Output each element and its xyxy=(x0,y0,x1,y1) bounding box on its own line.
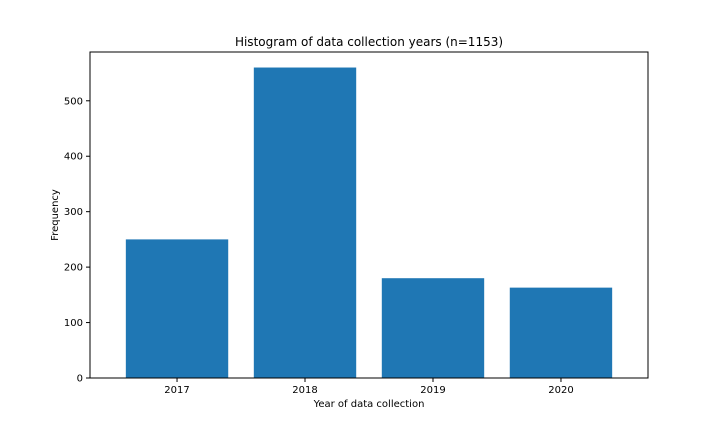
y-axis: 0 100 200 300 400 500 xyxy=(64,96,90,385)
x-tick-label: 2019 xyxy=(420,385,445,396)
y-tick-label: 200 xyxy=(64,263,83,274)
x-axis-label: Year of data collection xyxy=(313,399,425,410)
y-tick-label: 500 xyxy=(64,96,83,107)
x-tick-label: 2018 xyxy=(292,385,317,396)
bar-2020 xyxy=(509,287,613,378)
bar-2018 xyxy=(253,67,357,379)
bar-2019 xyxy=(381,278,485,378)
x-tick-label: 2017 xyxy=(164,385,189,396)
y-tick-label: 300 xyxy=(64,207,83,218)
y-tick-label: 100 xyxy=(64,318,83,329)
x-axis: 2017 2018 2019 2020 xyxy=(164,378,574,396)
plot-frame xyxy=(89,51,649,379)
chart-title: Histogram of data collection years (n=11… xyxy=(235,35,503,49)
y-tick-label: 400 xyxy=(64,152,83,163)
x-tick-label: 2020 xyxy=(548,385,573,396)
bars-group xyxy=(125,67,613,379)
y-tick-label: 0 xyxy=(77,374,83,385)
bar-2017 xyxy=(125,239,229,378)
y-axis-label: Frequency xyxy=(50,189,61,241)
